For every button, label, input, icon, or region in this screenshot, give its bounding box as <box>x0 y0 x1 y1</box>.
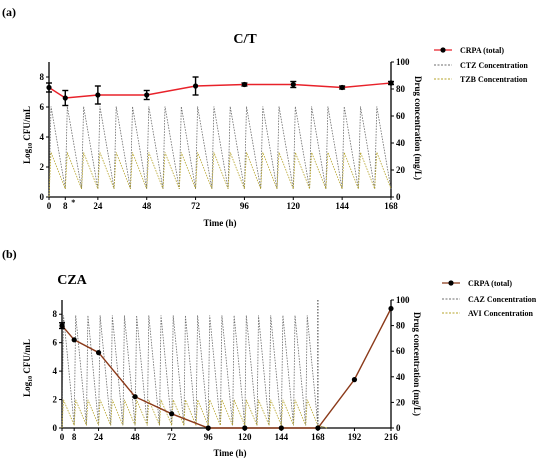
chart-b-yl-tick-label: 2 <box>53 395 58 405</box>
chart-b-crpa-point <box>132 394 138 400</box>
chart-b-crpa-point <box>388 305 394 312</box>
chart-a-xlabel: Time (h) <box>203 218 236 228</box>
chart-b-crpa-point <box>205 425 211 431</box>
chart-b-legend: CRPA (total) CAZ Concentration AVI Conce… <box>442 279 537 318</box>
chart-a-x-tick-label: 96 <box>240 201 250 211</box>
chart-b-ylabel-right: Drug concentration (mg/L) <box>412 312 422 416</box>
chart-b-x-tick-label: 144 <box>275 432 289 442</box>
chart-a-yr-tick-label: 40 <box>396 138 406 148</box>
chart-a-x-tick-label: 120 <box>287 201 301 211</box>
chart-b-crpa-point <box>351 377 358 383</box>
legend-a-crpa-marker <box>440 47 446 53</box>
chart-b-x-tick-label: 72 <box>167 432 177 442</box>
chart-a-ylabel-left: Log10 CFU/mL <box>22 106 34 164</box>
panel-a-label: (a) <box>2 5 16 19</box>
chart-b-x-tick-label: 48 <box>131 432 141 442</box>
chart-a-ctz-line <box>48 106 392 198</box>
panel-b-label: (b) <box>2 247 17 261</box>
legend-b-avi-label: AVI Concentration <box>468 309 534 318</box>
chart-b-yr-tick-label: 60 <box>396 346 406 356</box>
chart-a-crpa-point <box>290 81 296 88</box>
chart-a-crpa-point <box>46 84 52 91</box>
chart-b-avi-line <box>61 399 328 429</box>
chart-a-title: C/T <box>233 32 257 47</box>
chart-a-x-tick-label: 24 <box>93 201 103 211</box>
legend-b-caz-label: CAZ Concentration <box>468 295 537 304</box>
chart-b-yl-tick-label: 4 <box>53 366 58 376</box>
chart-b-yl-tick-label: 6 <box>53 338 58 348</box>
chart-a-x-tick-label: 144 <box>335 201 349 211</box>
chart-a-x-tick-label: 168 <box>384 201 398 211</box>
chart-b-crpa-line <box>61 308 392 429</box>
chart-a-x-tick-label: 72 <box>191 201 201 211</box>
chart-a-x-tick-label: 8 <box>63 201 68 211</box>
chart-a-crpa-point <box>339 84 345 91</box>
legend-a-ctz-label: CTZ Concentration <box>460 61 528 70</box>
chart-a-yr-tick-label: 100 <box>396 57 410 67</box>
chart-b-x-tick-label: 120 <box>238 432 252 442</box>
chart-b-crpa-point <box>242 425 248 431</box>
chart-b-caz-line <box>61 315 328 429</box>
chart-a-yl-tick-label: 6 <box>40 102 45 112</box>
chart-b-x-tick-label: 0 <box>60 432 65 442</box>
chart-a-yr-tick-label: 0 <box>396 192 401 202</box>
chart-a-yl-tick-label: 8 <box>40 72 45 82</box>
chart-a-ylabel-right: Drug concentration (mg/L) <box>413 76 423 180</box>
legend-a-crpa-label: CRPA (total) <box>460 46 504 55</box>
chart-b-x-tick-label: 96 <box>204 432 214 442</box>
chart-b-crpa-point <box>59 323 65 329</box>
panel-a: (a) C/T Log10 CFU/mL Drug concentration … <box>2 5 528 228</box>
chart-b-crpa-point <box>95 350 102 356</box>
chart-a-crpa-point <box>241 81 248 88</box>
chart-a-tzb-line <box>48 152 392 198</box>
chart-a-crpa-point <box>388 80 394 86</box>
chart-a-yl-tick-label: 4 <box>40 132 45 142</box>
legend-a-tzb-label: TZB Concentration <box>460 75 528 84</box>
chart-b-x-tick-label: 24 <box>94 432 104 442</box>
chart-a-annotation: * <box>71 198 75 207</box>
chart-b-crpa-point <box>71 337 77 343</box>
chart-b-title: CZA <box>57 273 87 288</box>
chart-b-xlabel: Time (h) <box>213 448 246 458</box>
panel-b: (b) CZA Log10 CFU/mL Drug concentration … <box>2 247 537 458</box>
chart-b-yr-tick-label: 20 <box>396 397 406 407</box>
chart-a-crpa-point <box>62 95 68 101</box>
chart-b-yr-tick-label: 80 <box>396 321 406 331</box>
chart-a-yl-tick-label: 0 <box>40 192 45 202</box>
chart-b-yl-tick-label: 8 <box>53 309 58 319</box>
chart-a-crpa-point <box>95 92 101 98</box>
chart-b-yr-tick-label: 40 <box>396 372 406 382</box>
chart-a-yr-tick-label: 80 <box>396 84 406 94</box>
chart-b-crpa-point <box>169 411 175 417</box>
chart-b-crpa-point <box>278 425 284 431</box>
chart-b-yr-tick-label: 0 <box>396 423 401 433</box>
chart-b-crpa-point <box>315 425 321 431</box>
chart-a-legend: CRPA (total) CTZ Concentration TZB Conce… <box>434 46 528 84</box>
legend-b-crpa-label: CRPA (total) <box>468 279 512 288</box>
chart-a-x-tick-label: 0 <box>47 201 52 211</box>
chart-b-yl-tick-label: 0 <box>53 423 58 433</box>
chart-a-crpa-point <box>192 83 199 89</box>
chart-b-x-tick-label: 216 <box>384 432 398 442</box>
chart-b-x-tick-label: 8 <box>72 432 77 442</box>
legend-b-crpa-marker <box>448 280 454 286</box>
chart-b-x-tick-label: 192 <box>348 432 362 442</box>
chart-b-x-tick-label: 168 <box>311 432 325 442</box>
chart-b-yr-tick-label: 100 <box>396 295 410 305</box>
chart-a-crpa-point <box>144 92 150 98</box>
chart-b-plot: 0 8 24 48 72 96 120 144 168 192 216024680204060801… <box>53 295 411 442</box>
chart-a-yl-tick-label: 2 <box>40 162 45 172</box>
chart-a-x-tick-label: 48 <box>142 201 152 211</box>
chart-a-yr-tick-label: 20 <box>396 165 406 175</box>
chart-b-ylabel-left: Log10 CFU/mL <box>22 339 34 397</box>
chart-a-yr-tick-label: 60 <box>396 111 406 121</box>
